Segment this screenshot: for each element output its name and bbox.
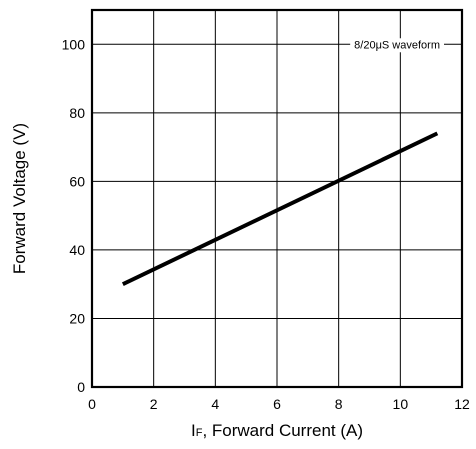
- y-tick-label: 40: [69, 242, 85, 258]
- plot-frame: [90, 8, 464, 389]
- x-tick-label: 4: [211, 396, 219, 412]
- y-tick-label: 60: [69, 173, 85, 189]
- x-tick-label: 0: [88, 396, 96, 412]
- series-line: [121, 131, 439, 286]
- grid: [92, 10, 462, 387]
- annotation-label: 8/20μS waveform: [354, 39, 440, 51]
- x-tick-label: 10: [393, 396, 409, 412]
- x-tick-label: 6: [273, 396, 281, 412]
- x-axis-label: IF, Forward Current (A): [191, 421, 363, 440]
- annotation-group: 8/20μS waveform: [350, 38, 444, 53]
- x-tick-label: 2: [150, 396, 158, 412]
- y-tick-label: 100: [62, 36, 86, 52]
- x-axis-label-rest: , Forward Current (A): [202, 421, 363, 440]
- y-tick-label: 0: [77, 379, 85, 395]
- data-series: [121, 131, 439, 286]
- x-axis-label-main: I: [191, 421, 196, 440]
- tick-labels: 0 2 4 6 8 10 12 0 20 40 60 80 100: [62, 36, 470, 412]
- y-tick-label: 80: [69, 105, 85, 121]
- annotation-background: [350, 38, 444, 53]
- x-tick-label: 12: [454, 396, 470, 412]
- x-tick-label: 8: [335, 396, 343, 412]
- y-axis-label: Forward Voltage (V): [10, 123, 29, 274]
- x-axis-label-subscript: F: [196, 427, 203, 439]
- y-tick-label: 20: [69, 310, 85, 326]
